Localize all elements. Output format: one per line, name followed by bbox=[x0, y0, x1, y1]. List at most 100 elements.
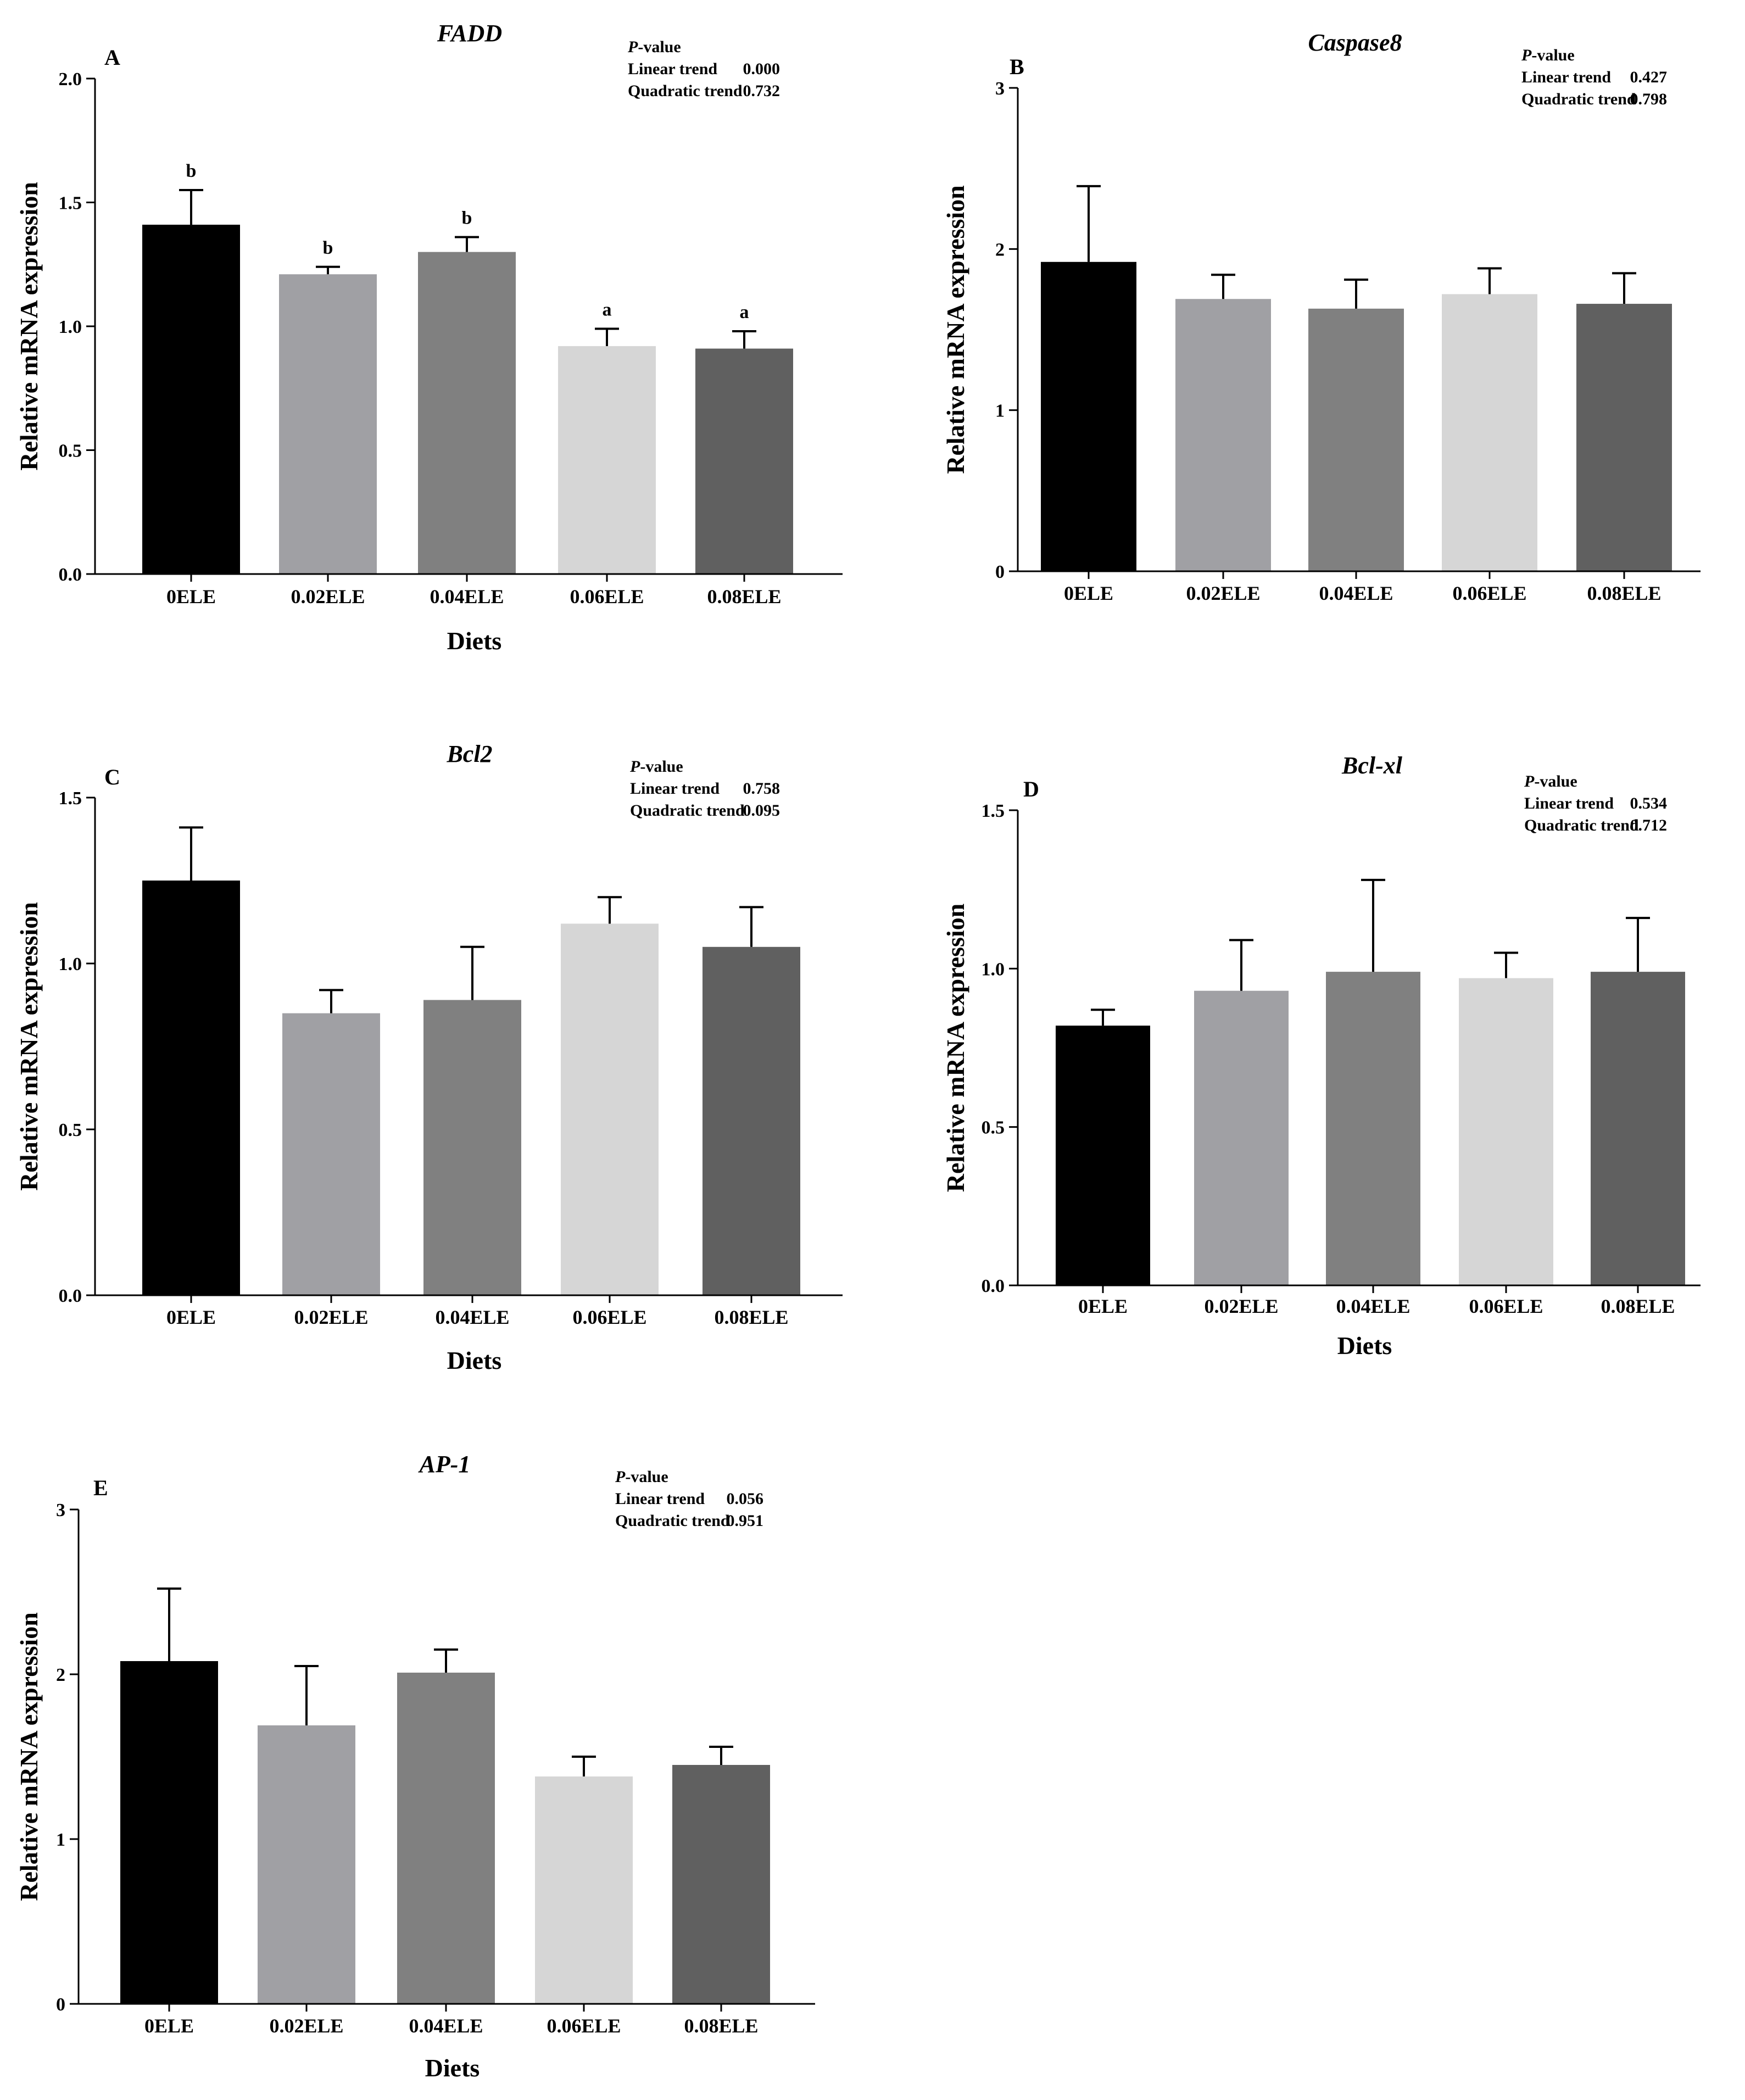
x-tick-label: 0.06ELE bbox=[572, 1306, 646, 1328]
pvalue-linear-label: Linear trend bbox=[628, 60, 717, 78]
y-tick-label: 1.5 bbox=[59, 788, 82, 809]
x-axis-label: Diets bbox=[447, 1346, 502, 1374]
bar-0ele bbox=[120, 1661, 218, 2004]
y-tick-label: 0.5 bbox=[59, 1120, 82, 1140]
y-tick-label: 0.0 bbox=[59, 565, 82, 585]
x-tick-label: 0ELE bbox=[144, 2015, 194, 2037]
y-tick-label: 1.5 bbox=[982, 801, 1005, 821]
y-tick-label: 0.0 bbox=[982, 1276, 1005, 1296]
pvalue-linear-label: Linear trend bbox=[1521, 68, 1611, 86]
bar-0.04ele bbox=[397, 1673, 495, 2004]
bar-0.08ele bbox=[695, 348, 793, 574]
x-tick-label: 0ELE bbox=[166, 586, 216, 608]
chart-title: FADD bbox=[437, 20, 502, 47]
pvalue-quadratic-label: Quadratic trend bbox=[630, 801, 745, 820]
x-tick-label: 0.02ELE bbox=[291, 586, 365, 608]
y-tick-label: 0.5 bbox=[982, 1118, 1005, 1138]
x-tick-label: 0ELE bbox=[1078, 1295, 1128, 1317]
x-tick-label: 0.08ELE bbox=[707, 586, 781, 608]
pvalue-header: P-value bbox=[615, 1468, 668, 1486]
y-axis-label: Relative mRNA expression bbox=[941, 185, 969, 474]
y-tick-label: 1.5 bbox=[59, 193, 82, 214]
significance-letter: b bbox=[323, 238, 333, 258]
pvalue-header: P-value bbox=[1524, 772, 1577, 790]
chart-panel-d: Bcl-xl D P-value Linear trend 0.534 Quadratic… bbox=[941, 752, 1701, 1360]
x-tick-label: 0.04ELE bbox=[409, 2015, 483, 2037]
pvalue-quadratic-label: Quadratic trend bbox=[1524, 816, 1639, 834]
pvalue-quadratic-label: Quadratic trend bbox=[615, 1512, 730, 1530]
significance-letter: b bbox=[462, 208, 472, 229]
x-tick-label: 0.02ELE bbox=[1186, 582, 1260, 604]
chart-title: Bcl2 bbox=[446, 740, 492, 767]
pvalue-quadratic-label: Quadratic trend bbox=[628, 82, 743, 100]
chart-panel-c: Bcl2 C P-value Linear trend 0.758 Quadratic t… bbox=[15, 740, 843, 1374]
bar-0.02ele bbox=[258, 1725, 355, 2004]
y-tick-label: 2 bbox=[995, 239, 1005, 260]
x-axis-label: Diets bbox=[1337, 1332, 1392, 1360]
bar-0.06ele bbox=[535, 1776, 633, 2004]
y-tick-label: 2 bbox=[56, 1665, 65, 1685]
bar-0ele bbox=[1056, 1026, 1150, 1285]
pvalue-quadratic-value: 0.712 bbox=[1630, 816, 1668, 834]
y-tick-label: 3 bbox=[995, 79, 1005, 99]
pvalue-linear-value: 0.427 bbox=[1630, 68, 1668, 86]
y-tick-label: 3 bbox=[56, 1500, 65, 1520]
chart-title: Bcl-xl bbox=[1341, 752, 1403, 779]
x-tick-label: 0.04ELE bbox=[1336, 1295, 1410, 1317]
y-tick-label: 0 bbox=[995, 562, 1005, 582]
panel-letter: C bbox=[104, 765, 120, 789]
y-tick-label: 0.5 bbox=[59, 441, 82, 461]
y-tick-label: 0.0 bbox=[59, 1286, 82, 1306]
pvalue-quadratic-value: 0.095 bbox=[743, 801, 780, 820]
x-tick-label: 0ELE bbox=[166, 1306, 216, 1328]
bar-0.08ele bbox=[703, 946, 800, 1295]
x-tick-label: 0.08ELE bbox=[1587, 582, 1661, 604]
x-tick-label: 0ELE bbox=[1064, 582, 1113, 604]
bar-0.06ele bbox=[1459, 978, 1553, 1285]
bar-0.02ele bbox=[1194, 990, 1289, 1285]
bar-0.02ele bbox=[282, 1013, 380, 1295]
bar-0.02ele bbox=[279, 274, 377, 574]
chart-title: AP-1 bbox=[418, 1451, 471, 1478]
bar-0.06ele bbox=[1442, 294, 1537, 571]
panel-letter: A bbox=[104, 45, 120, 70]
x-tick-label: 0.04ELE bbox=[1319, 582, 1393, 604]
panel-letter: D bbox=[1023, 777, 1039, 801]
pvalue-linear-label: Linear trend bbox=[615, 1490, 705, 1508]
y-tick-label: 2.0 bbox=[59, 69, 82, 90]
bar-0.08ele bbox=[672, 1765, 770, 2004]
pvalue-quadratic-value: 0.951 bbox=[727, 1512, 764, 1530]
bar-0ele bbox=[142, 881, 240, 1295]
y-tick-label: 0 bbox=[56, 1995, 65, 2015]
bar-0.04ele bbox=[1326, 972, 1420, 1285]
y-tick-label: 1.0 bbox=[59, 317, 82, 337]
x-tick-label: 0.04ELE bbox=[430, 586, 504, 608]
x-tick-label: 0.08ELE bbox=[1601, 1295, 1675, 1317]
significance-letter: b bbox=[186, 161, 197, 181]
y-tick-label: 1.0 bbox=[59, 954, 82, 974]
pvalue-quadratic-value: 0.732 bbox=[743, 82, 780, 100]
y-tick-label: 1 bbox=[995, 401, 1005, 421]
chart-title: Caspase8 bbox=[1308, 29, 1402, 56]
x-axis-label: Diets bbox=[447, 627, 502, 655]
y-axis-label: Relative mRNA expression bbox=[15, 182, 43, 471]
pvalue-quadratic-label: Quadratic trend bbox=[1521, 90, 1636, 108]
bar-0.06ele bbox=[558, 346, 656, 574]
bar-0.08ele bbox=[1576, 304, 1672, 571]
x-tick-label: 0.08ELE bbox=[684, 2015, 758, 2037]
pvalue-header: P-value bbox=[627, 38, 681, 56]
pvalue-quadratic-value: 0.798 bbox=[1630, 90, 1668, 108]
x-axis-label: Diets bbox=[425, 2054, 480, 2082]
y-tick-label: 1 bbox=[56, 1830, 65, 1850]
chart-panel-e: AP-1 E P-value Linear trend 0.056 Quadratic t… bbox=[15, 1451, 815, 2082]
significance-letter: a bbox=[603, 300, 612, 320]
y-axis-label: Relative mRNA expression bbox=[15, 1612, 43, 1901]
pvalue-linear-label: Linear trend bbox=[630, 779, 720, 798]
bar-0.06ele bbox=[561, 923, 659, 1295]
chart-panel-b: Caspase8 B P-value Linear trend 0.427 Quadrat… bbox=[941, 29, 1701, 604]
x-tick-label: 0.02ELE bbox=[294, 1306, 368, 1328]
pvalue-linear-value: 0.758 bbox=[743, 779, 780, 798]
y-axis-label: Relative mRNA expression bbox=[941, 904, 969, 1193]
x-tick-label: 0.02ELE bbox=[269, 2015, 343, 2037]
panel-letter: E bbox=[93, 1475, 108, 1500]
